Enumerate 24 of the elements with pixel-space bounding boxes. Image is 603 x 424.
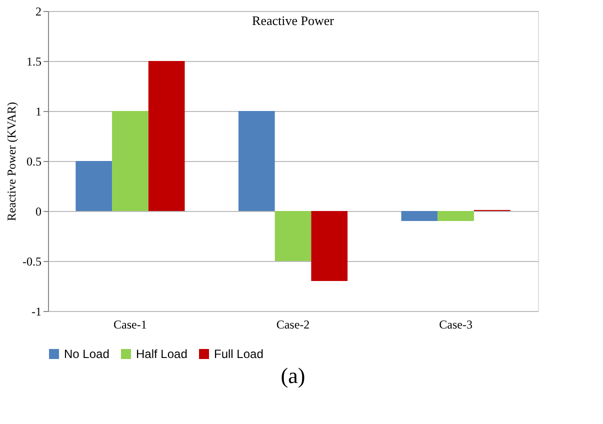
y-tick-label: 0 (36, 204, 42, 218)
x-tick-label: Case-3 (439, 318, 472, 332)
legend-label: Full Load (214, 347, 264, 361)
y-tick-label: -0.5 (22, 254, 42, 268)
bar (274, 211, 312, 261)
y-tick-label: 1 (36, 104, 42, 118)
text: (a) (280, 363, 306, 388)
legend-label: No Load (64, 347, 110, 361)
chart-title: Reactive Power (252, 13, 335, 28)
bar (438, 211, 474, 221)
legend-label: Half Load (136, 347, 188, 361)
bar (311, 211, 348, 281)
x-tick-label: Case-2 (276, 318, 310, 332)
bar (238, 111, 275, 211)
bar (148, 61, 185, 211)
bar (112, 111, 148, 211)
y-tick-label: -1 (32, 304, 42, 318)
bar (401, 211, 438, 221)
bar (76, 161, 112, 211)
y-tick-label: 0.5 (26, 154, 42, 168)
y-tick-label: 1.5 (26, 54, 42, 68)
y-axis-title: Reactive Power (KVAR) (4, 102, 19, 222)
x-tick-label: Case-1 (114, 318, 147, 332)
y-tick-label: 2 (36, 4, 42, 18)
